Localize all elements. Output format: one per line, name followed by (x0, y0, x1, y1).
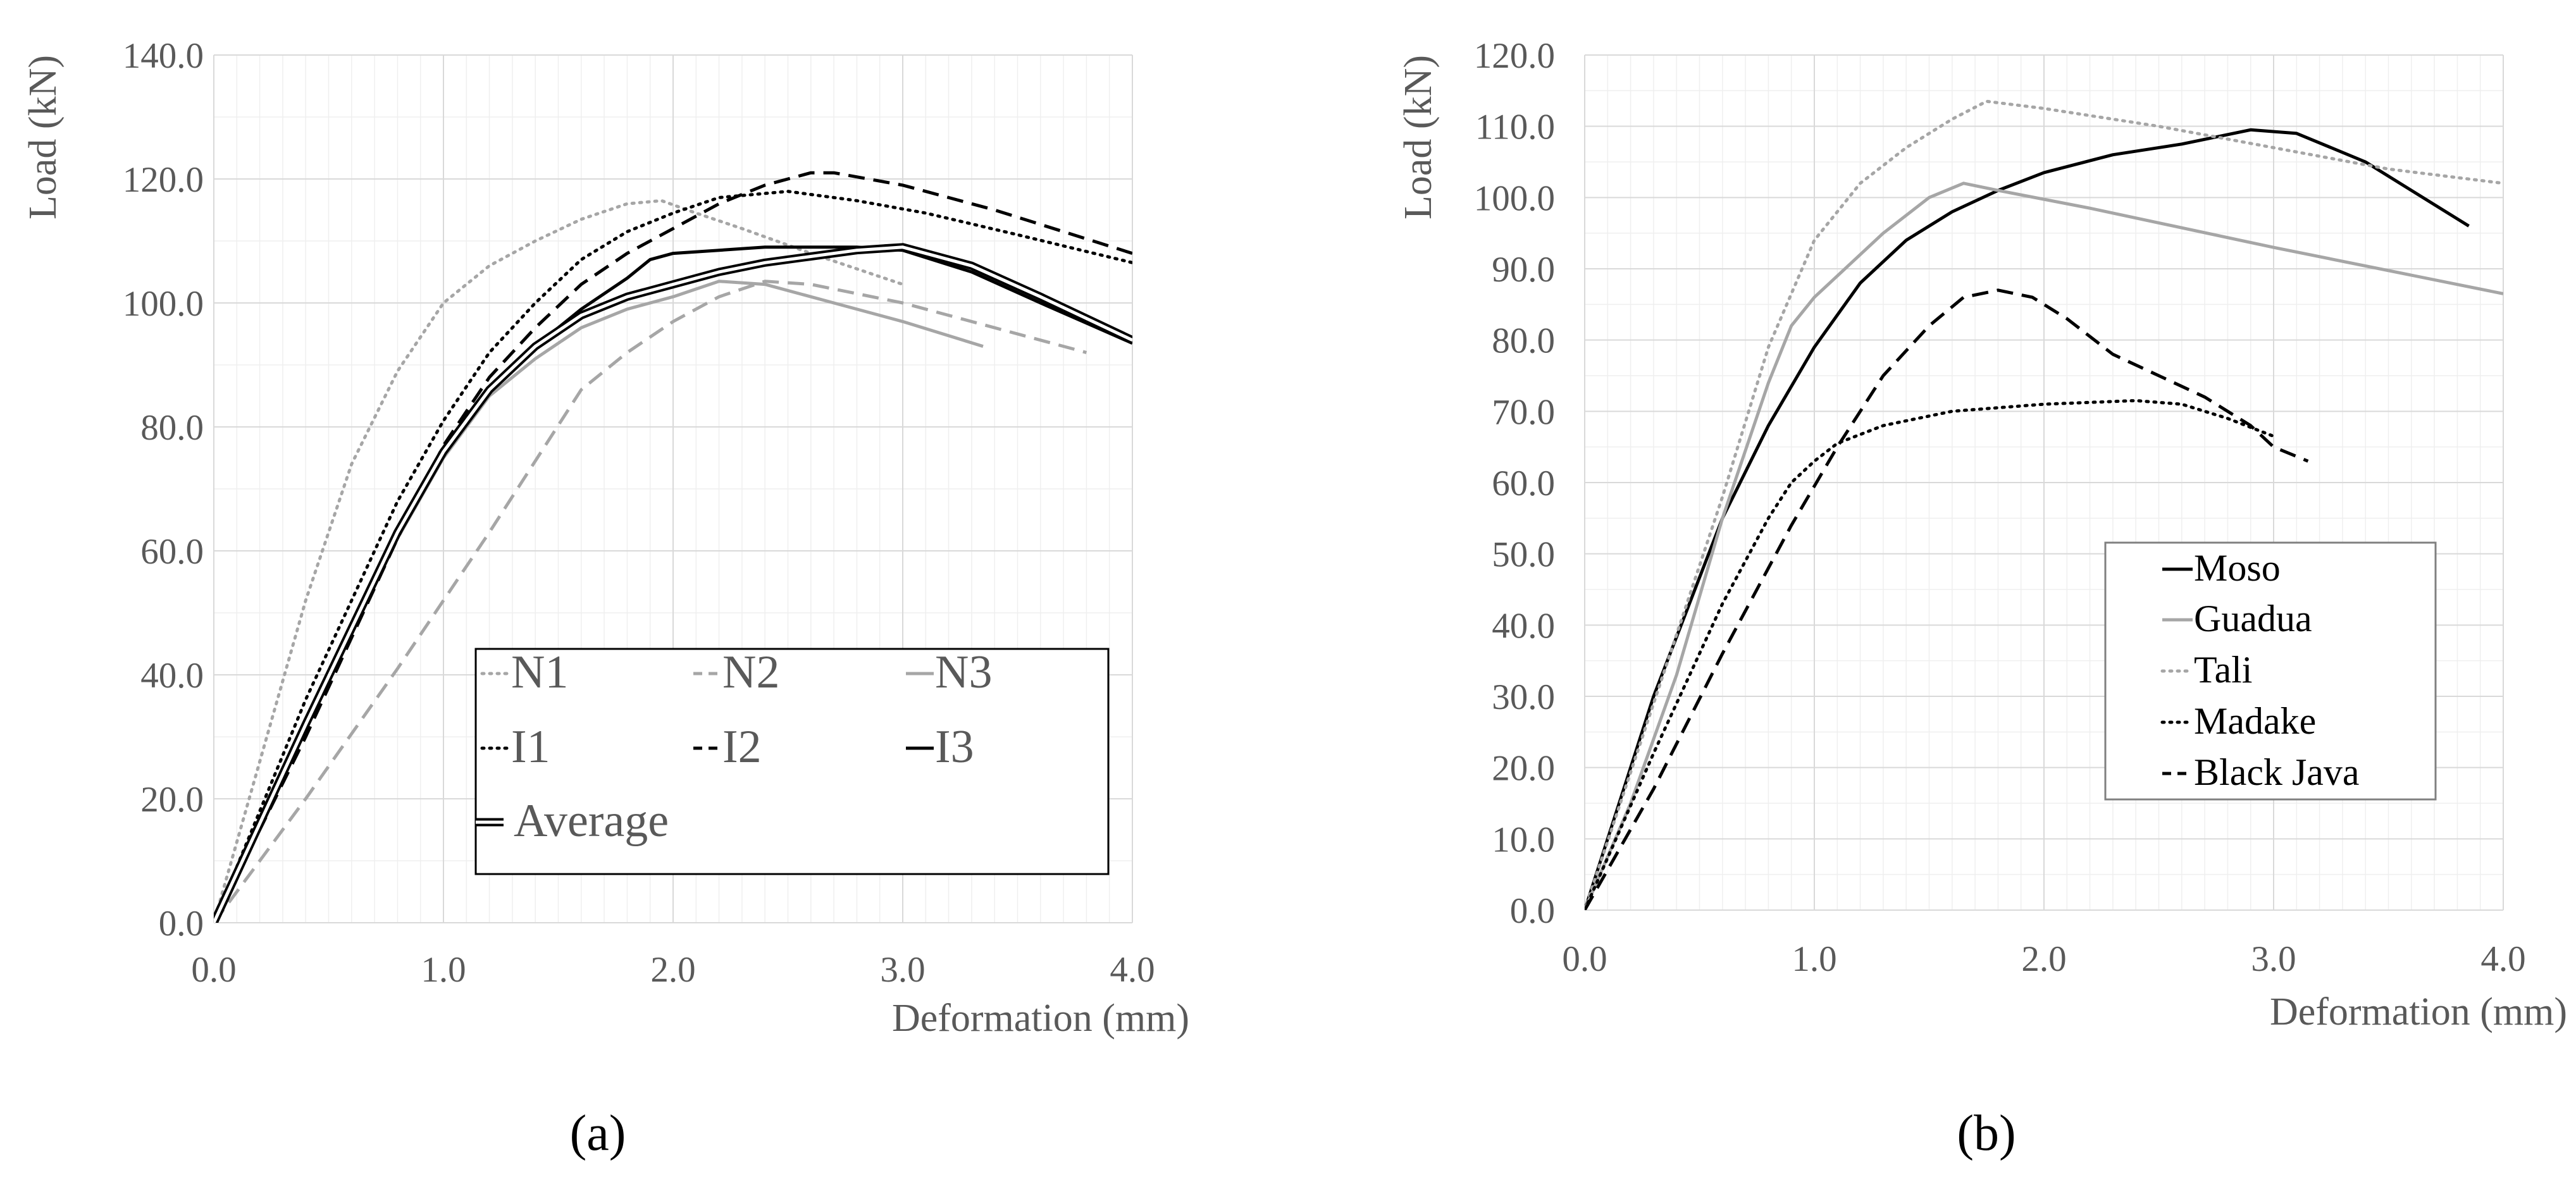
chart-a-y-tick-label: 120.0 (123, 160, 204, 200)
chart-a-series-n1-line (214, 199, 905, 923)
chart-a-legend-i3-label: I3 (935, 721, 974, 773)
chart-a-legend-average-label: Average (514, 795, 669, 847)
chart-a-y-tick-label: 40.0 (140, 656, 204, 696)
chart-b-y-tick-label: 20.0 (1492, 749, 1555, 789)
chart-b-y-tick-label: 100.0 (1474, 178, 1555, 218)
chart-b-y-tick-label: 0.0 (1510, 891, 1555, 931)
chart-b-y-tick-label: 10.0 (1492, 820, 1555, 860)
chart-a-legend-n1-label: N1 (511, 646, 568, 698)
chart-a-legend-i2-label: I2 (722, 721, 762, 773)
chart-a-legend-box (474, 648, 1110, 875)
chart-b-series-black-java-line (1585, 288, 2309, 910)
chart-b-legend-tali-label: Tali (2194, 649, 2252, 691)
chart-a-legend-n3-label: N3 (935, 646, 992, 698)
chart-b-y-tick-label: 70.0 (1492, 392, 1555, 432)
chart-b-series-guadua-line (1585, 182, 2503, 910)
chart-b-x-axis-title: Deformation (mm) (2270, 990, 2567, 1033)
chart-b-series-madake-line (1585, 398, 2276, 910)
chart-a-series-i2-line (214, 171, 1132, 923)
chart-b-legend-madake-label: Madake (2194, 700, 2316, 742)
chart-b-series-moso-line (1585, 128, 2470, 910)
chart-b-x-tick-label: 4.0 (2480, 939, 2525, 979)
chart-b-legend-guadua-label: Guadua (2194, 598, 2312, 639)
chart-a-series-average-line-inner (214, 245, 1132, 923)
chart-a-legend-n2-label: N2 (722, 646, 779, 698)
chart-a-x-tick-label: 2.0 (650, 950, 695, 990)
chart-b-x-tick-label: 2.0 (2021, 939, 2066, 979)
chart-b-y-tick-label: 90.0 (1492, 250, 1555, 290)
chart-a-series-n2-line (214, 280, 1087, 923)
chart-a-x-tick-label: 3.0 (880, 950, 925, 990)
chart-b-x-tick-label: 3.0 (2251, 939, 2296, 979)
chart-b-legend-box (2104, 541, 2437, 801)
chart-b-y-tick-label: 50.0 (1492, 535, 1555, 575)
chart-b-legend-black-java-label: Black Java (2194, 751, 2360, 793)
chart-a-x-tick-label: 0.0 (191, 950, 236, 990)
chart-a-y-tick-label: 0.0 (159, 904, 204, 944)
chart-a-y-tick-label: 80.0 (140, 408, 204, 448)
chart-b-y-tick-label: 80.0 (1492, 321, 1555, 361)
chart-b-series-tali-line (1585, 99, 2503, 910)
chart-a-series-i1-line (214, 190, 1132, 923)
chart-a-y-tick-label: 20.0 (140, 780, 204, 820)
chart-b-x-tick-label: 0.0 (1562, 939, 1607, 979)
chart-b-panel-label: (b) (1957, 1106, 2016, 1161)
chart-b-y-tick-label: 110.0 (1475, 108, 1555, 147)
chart-a-x-tick-label: 4.0 (1110, 950, 1155, 990)
chart-a-y-tick-label: 140.0 (123, 36, 204, 76)
chart-a-panel-label: (a) (570, 1106, 626, 1161)
chart-a-y-tick-label: 100.0 (123, 284, 204, 324)
chart-a-x-tick-label: 1.0 (421, 950, 466, 990)
chart-b-y-tick-label: 40.0 (1492, 606, 1555, 646)
chart-b-y-tick-label: 30.0 (1492, 677, 1555, 717)
chart-a-y-axis-title: Load (kN) (22, 55, 65, 219)
chart-a-legend-i1-label: I1 (511, 721, 550, 773)
chart-a-y-tick-label: 60.0 (140, 532, 204, 572)
chart-b-x-tick-label: 1.0 (1792, 939, 1836, 979)
chart-a-series-group (214, 171, 1132, 923)
chart-b-legend-moso-label: Moso (2194, 547, 2281, 589)
chart-b-y-tick-label: 120.0 (1474, 36, 1555, 76)
chart-b-y-axis-title: Load (kN) (1397, 55, 1440, 219)
chart-a-x-axis-title: Deformation (mm) (892, 997, 1189, 1040)
chart-b-series-group (1585, 99, 2503, 910)
chart-b-y-tick-label: 60.0 (1492, 464, 1555, 503)
